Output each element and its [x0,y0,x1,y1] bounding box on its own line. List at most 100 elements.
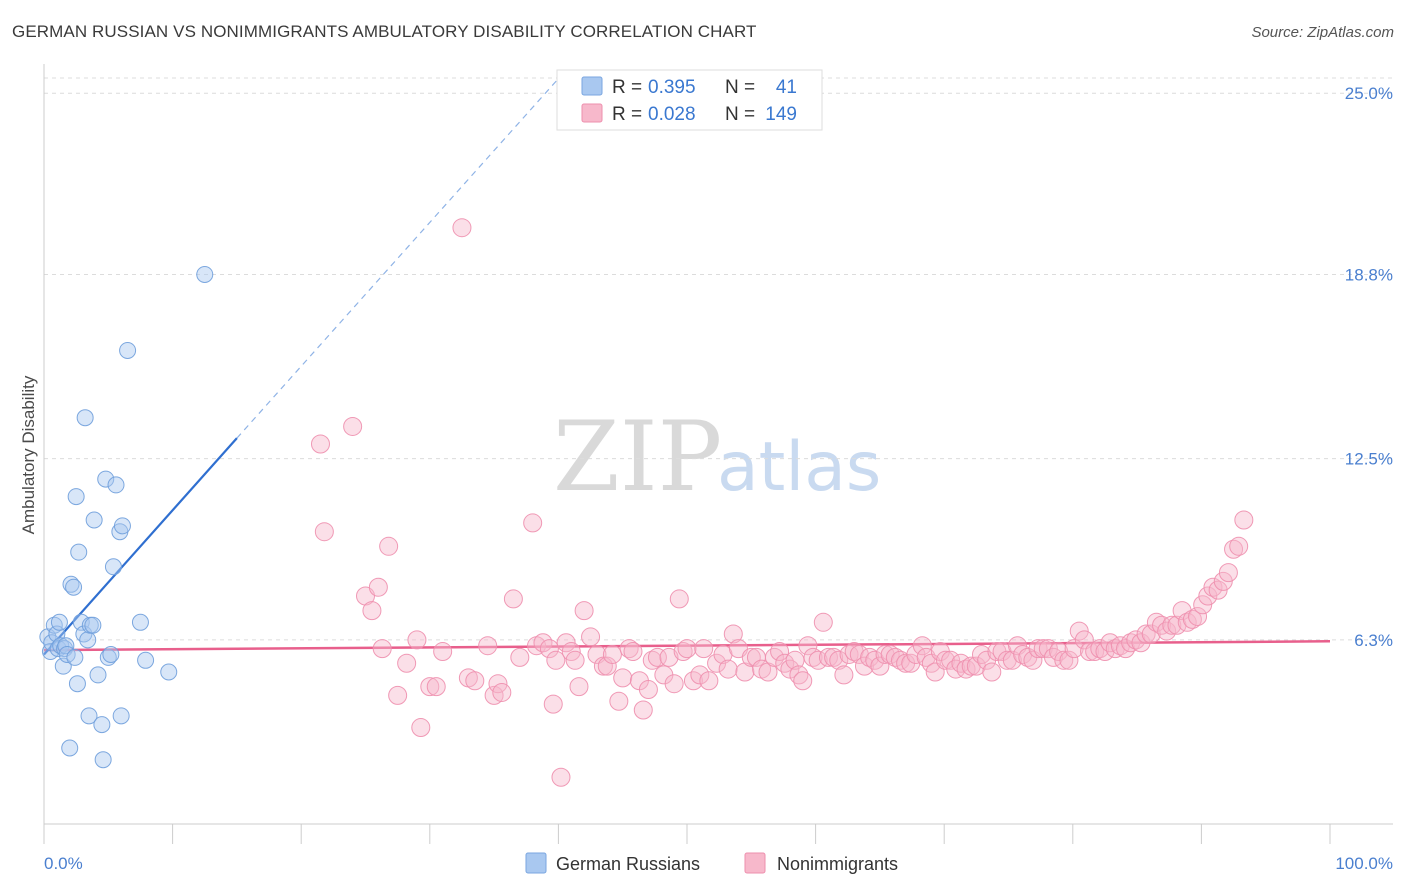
legend-n-value-2: 149 [765,104,797,125]
nonimmigrants-point [1157,621,1177,641]
nonimmigrants-point [694,639,714,659]
nonimmigrants-point [310,434,330,454]
german-russians-point [65,578,83,596]
german-russians-point [80,707,98,725]
german-russians-point [113,517,131,535]
nonimmigrants-point [1188,606,1208,626]
german-russians-point [137,651,155,669]
german-russians-point [97,470,115,488]
german-russians-point [70,543,88,561]
nonimmigrants-point [1059,650,1079,670]
nonimmigrants-point [718,659,738,679]
nonimmigrants-point [546,650,566,670]
nonimmigrants-point [551,767,571,787]
german-russians-point [99,648,117,666]
nonimmigrants-point [465,671,485,691]
nonimmigrants-point [1193,595,1213,615]
legend-r-label-1: R = [612,77,642,98]
nonimmigrants-point [1069,621,1089,641]
y-tick-label: 6.3% [1354,631,1393,650]
nonimmigrants-point [793,671,813,691]
nonimmigrants-point [613,668,633,688]
legend-r-value-1: 0.395 [648,77,696,98]
nonimmigrants-point [1218,563,1238,583]
nonimmigrants-point [1002,650,1022,670]
nonimmigrants-point [633,700,653,720]
nonimmigrants-point [1152,615,1172,635]
nonimmigrants-point [854,656,874,676]
nonimmigrants-point [669,589,689,609]
german-russians-point [84,616,102,634]
nonimmigrants-point [699,671,719,691]
nonimmigrants-point [770,642,790,662]
german-russians-point [66,648,84,666]
legend-n-label-2: N = [725,104,755,125]
nonimmigrants-point [484,685,504,705]
x-tick-label: 100.0% [1335,854,1393,873]
nonimmigrants-point [1121,633,1141,653]
nonimmigrants-point [690,665,710,685]
nonimmigrants-point [647,647,667,667]
nonimmigrants-point [803,647,823,667]
legend: R = 0.395 N = 41 R = 0.028 N = 149 [556,69,823,131]
x-tick-label: 0.0% [44,854,83,873]
nonimmigrants-point [1213,571,1233,591]
nonimmigrants-point [433,642,453,662]
german-russians-point [94,751,112,769]
german-russians-point [102,645,120,663]
bottom-legend-nonimmigrants: Nonimmigrants [777,854,898,874]
nonimmigrants-point [503,589,523,609]
nonimmigrants-point [368,577,388,597]
nonimmigrants-point [638,680,658,700]
watermark-atlas: atlas [717,428,881,507]
nonimmigrants-point [1177,612,1197,632]
nonimmigrants-point [581,627,601,647]
nonimmigrants-point [426,677,446,697]
german-russians-point [131,613,149,631]
trend-lines [43,78,1331,656]
nonimmigrants-point [916,647,936,667]
german-russians-point [119,341,137,359]
nonimmigrants-point [314,522,334,542]
legend-swatch-nonimmigrants [581,103,603,123]
nonimmigrants-point [789,665,809,685]
nonimmigrants-point [556,633,576,653]
x-tick-labels: 0.0% 100.0% [44,854,1393,873]
german-russians-point [196,265,214,283]
nonimmigrants-point [574,601,594,621]
data-points [39,218,1254,787]
nonimmigrants-point [602,644,622,664]
nonimmigrants-point [982,662,1002,682]
nonimmigrants-point [539,639,559,659]
nonimmigrants-point [664,674,684,694]
nonimmigrants-point [407,630,427,650]
nonimmigrants-point [946,659,966,679]
nonimmigrants-point [523,513,543,533]
nonimmigrants-point [565,650,585,670]
nonimmigrants-point [1182,609,1202,629]
nonimmigrants-point [510,647,530,667]
german-russians-trend-line [43,437,238,656]
german-russians-point [89,666,107,684]
nonimmigrants-point [829,650,849,670]
nonimmigrants-point [1234,510,1254,530]
nonimmigrants-point [411,718,431,738]
nonimmigrants-point [362,601,382,621]
german-russians-point [61,739,79,757]
nonimmigrants-point [1229,536,1249,556]
legend-n-label-1: N = [725,77,755,98]
nonimmigrants-point [388,685,408,705]
german-russians-point [93,716,111,734]
nonimmigrants-point [478,636,498,656]
german-russians-point [68,675,86,693]
nonimmigrants-point [420,677,440,697]
german-russians-point [104,558,122,576]
nonimmigrants-point [1090,639,1110,659]
watermark-zip: ZIP [553,401,722,513]
german-russians-point [112,707,130,725]
legend-r-label-2: R = [612,104,642,125]
german-russians-point [107,476,125,494]
nonimmigrants-point [673,642,693,662]
axes [43,64,1393,844]
